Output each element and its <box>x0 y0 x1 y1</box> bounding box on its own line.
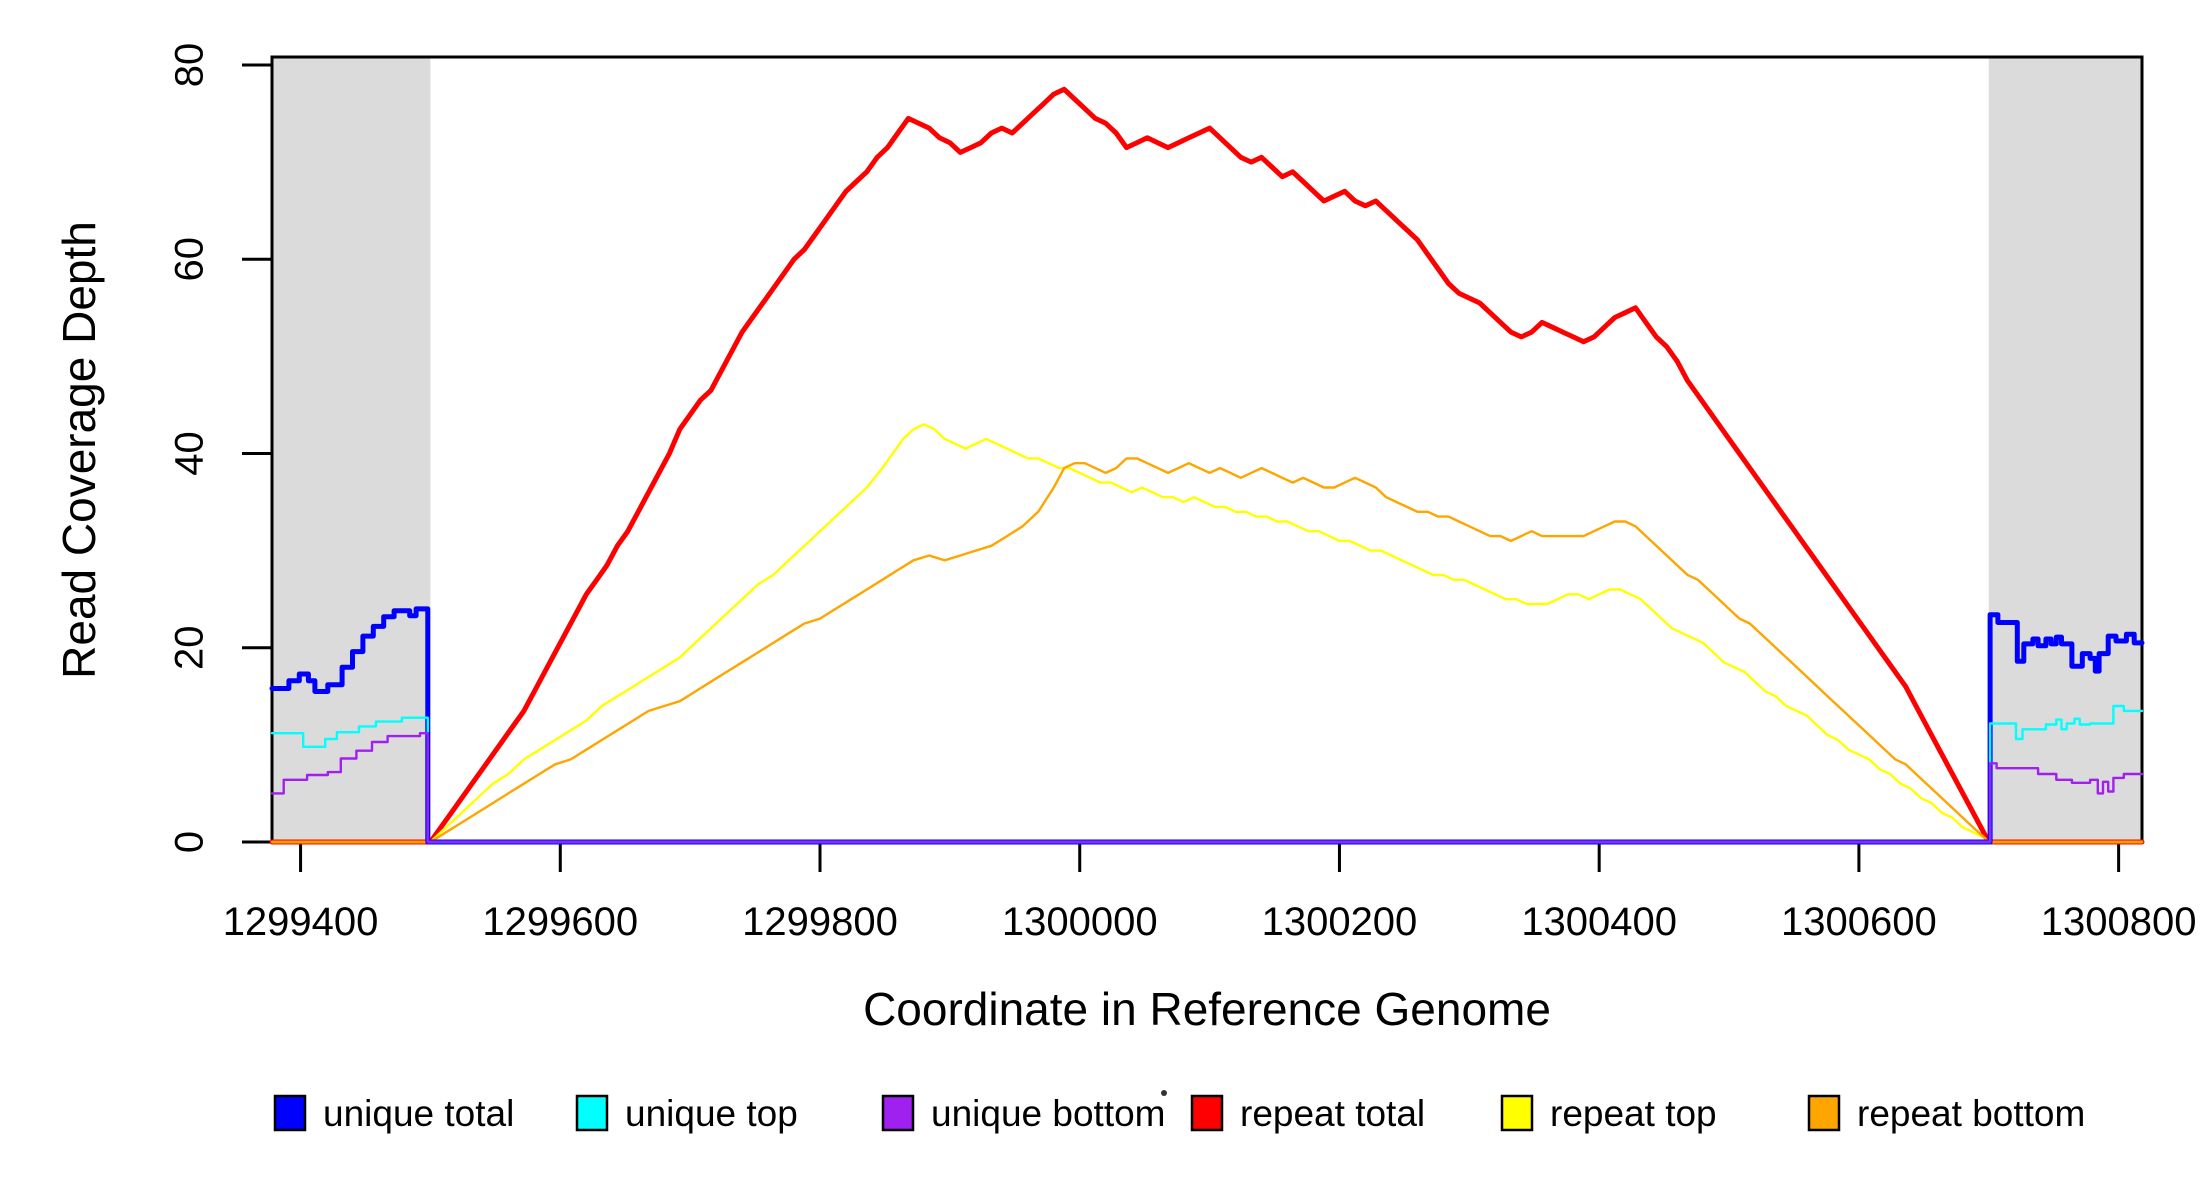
legend-item-repeat-top: repeat top <box>1500 1093 1717 1134</box>
legend-label: unique top <box>625 1093 798 1134</box>
legend-swatch <box>273 1094 307 1132</box>
legend-swatch <box>1500 1094 1534 1132</box>
masked-region-band <box>272 57 431 842</box>
legend-swatch <box>1190 1094 1224 1132</box>
x-tick-label: 1299400 <box>223 900 379 944</box>
legend-item-unique-bottom: unique bottom <box>881 1093 1166 1134</box>
legend-swatch <box>881 1094 915 1132</box>
x-tick-label: 1300200 <box>1262 900 1418 944</box>
y-tick-label: 20 <box>168 626 212 671</box>
shaded-regions <box>272 57 2142 842</box>
x-tick-label: 1300000 <box>1002 900 1158 944</box>
stray-point-artifact <box>1161 1090 1167 1096</box>
series-repeat-bottom <box>270 457 2144 844</box>
legend-item-unique-top: unique top <box>575 1093 798 1134</box>
masked-region-band <box>1988 57 2142 842</box>
data-series <box>269 86 2145 845</box>
x-tick-label: 1300800 <box>2041 900 2197 944</box>
series-repeat-top <box>270 423 2144 844</box>
y-axis-title: Read Coverage Depth <box>53 221 105 679</box>
x-tick-label: 1299800 <box>742 900 898 944</box>
legend-swatch <box>575 1094 609 1132</box>
legend: unique total unique top unique bottom repea… <box>273 1093 2085 1134</box>
series-unique-top <box>270 704 2144 844</box>
legend-swatch <box>1807 1094 1841 1132</box>
series-unique-total <box>269 606 2145 845</box>
axis-labels: Read Coverage Depth Coordinate in Refere… <box>53 221 1551 1035</box>
series-unique-bottom <box>270 732 2144 844</box>
legend-label: repeat total <box>1240 1093 1425 1134</box>
legend-label: repeat bottom <box>1857 1093 2085 1134</box>
y-tick-label: 0 <box>168 831 212 853</box>
x-tick-label: 1300400 <box>1521 900 1677 944</box>
y-tick-label: 60 <box>168 237 212 282</box>
y-tick-label: 40 <box>168 431 212 476</box>
legend-label: repeat top <box>1550 1093 1717 1134</box>
legend-item-repeat-total: repeat total <box>1190 1093 1425 1134</box>
x-tick-label: 1299600 <box>482 900 638 944</box>
axes: 0 20 40 60 80 1299400 1299600 1299800 1300000 130… <box>168 43 2197 944</box>
x-axis-title: Coordinate in Reference Genome <box>863 983 1551 1035</box>
legend-label: unique bottom <box>931 1093 1166 1134</box>
plot-box <box>270 55 2144 844</box>
y-tick-label: 80 <box>168 43 212 88</box>
x-tick-label: 1300600 <box>1781 900 1937 944</box>
legend-item-unique-total: unique total <box>273 1093 514 1134</box>
series-repeat-total <box>269 86 2145 845</box>
legend-label: unique total <box>323 1093 514 1134</box>
legend-item-repeat-bottom: repeat bottom <box>1807 1093 2085 1134</box>
